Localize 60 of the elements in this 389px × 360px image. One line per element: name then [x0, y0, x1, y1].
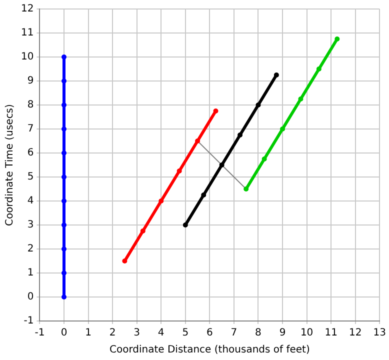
point: [256, 102, 261, 108]
x-tick-label: 5: [182, 328, 189, 339]
point: [158, 198, 164, 204]
point: [244, 186, 249, 192]
x-tick-label: 2: [109, 328, 116, 339]
point: [62, 150, 67, 156]
y-tick-label: -1: [24, 316, 34, 327]
x-tick-label: 13: [373, 328, 386, 339]
point: [62, 102, 67, 108]
point: [62, 78, 67, 84]
y-tick-label: 6: [27, 148, 34, 159]
y-tick-label: 12: [20, 4, 34, 15]
x-tick-label: 8: [255, 328, 262, 339]
point: [213, 108, 218, 114]
point: [334, 36, 340, 42]
x-tick-label: 9: [279, 328, 286, 339]
x-tick-label: -1: [34, 328, 45, 339]
x-axis-title: Coordinate Distance (thousands of feet): [109, 344, 310, 356]
point: [298, 96, 304, 102]
point: [62, 270, 67, 276]
point: [238, 132, 243, 138]
point: [274, 72, 279, 78]
point: [62, 54, 67, 60]
y-tick-label: 10: [20, 52, 34, 63]
y-tick-label: 7: [27, 124, 34, 135]
y-tick-label: 2: [27, 244, 34, 255]
x-tick-label: 12: [348, 328, 362, 339]
point: [201, 192, 206, 198]
point: [62, 198, 67, 204]
point: [62, 222, 67, 228]
point: [195, 138, 200, 144]
y-tick-label: 9: [27, 76, 34, 87]
y-axis-title: Coordinate Time (usecs): [4, 104, 16, 226]
x-tick-label: 4: [158, 328, 164, 339]
point: [62, 126, 67, 132]
point: [176, 168, 182, 174]
x-tick-label: 3: [134, 328, 140, 339]
point: [122, 258, 128, 264]
x-tick-label: 11: [324, 328, 338, 339]
point: [219, 162, 224, 168]
x-tick-label: 6: [206, 328, 213, 339]
point: [140, 228, 146, 234]
x-tick-label: 0: [60, 328, 68, 339]
point: [316, 66, 322, 72]
x-tick-label: 7: [230, 328, 238, 339]
y-tick-label: 5: [27, 172, 34, 183]
y-tick-label: 8: [27, 100, 34, 111]
point: [280, 126, 286, 132]
x-tick-label: 1: [85, 328, 92, 339]
y-tick-label: 11: [20, 28, 34, 39]
y-tick-label: 4: [27, 196, 34, 207]
point: [62, 246, 67, 252]
x-tick-label: 10: [300, 328, 314, 339]
point: [182, 222, 188, 228]
y-tick-label: 0: [27, 292, 34, 303]
point: [62, 294, 67, 300]
y-tick-label: 3: [27, 220, 34, 231]
y-tick-label: 1: [27, 268, 34, 279]
point: [62, 174, 67, 180]
point: [262, 156, 267, 162]
